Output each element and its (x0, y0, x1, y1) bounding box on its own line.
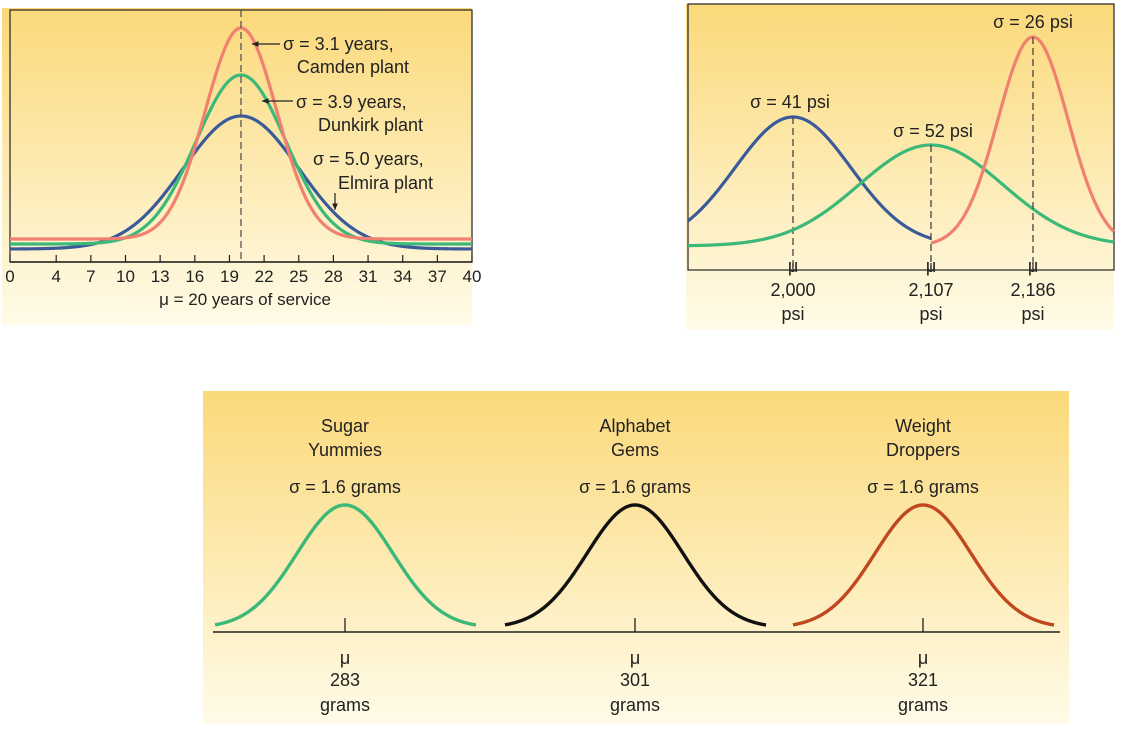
unit-label: psi (1021, 304, 1044, 324)
unit-label: grams (610, 695, 660, 715)
x-tick-label: 34 (393, 267, 412, 286)
x-tick-label: 4 (51, 267, 60, 286)
curve-dunkirk (10, 73, 472, 246)
plant-label: Elmira plant (338, 173, 433, 193)
plant-label: Dunkirk plant (318, 115, 423, 135)
brand-name-line1: Weight (895, 416, 951, 436)
x-tick-label: 28 (324, 267, 343, 286)
cereal-curve (792, 503, 1055, 627)
unit-label: grams (320, 695, 370, 715)
strength-curve (687, 115, 932, 240)
mean-value: 301 (620, 670, 650, 690)
mu-symbol: μ (918, 648, 928, 668)
mu-symbol: μ (630, 648, 640, 668)
sigma-label: σ = 1.6 grams (867, 477, 979, 497)
brand-name-line2: Gems (611, 440, 659, 460)
brand-name-line2: Droppers (886, 440, 960, 460)
strength-panel (686, 4, 1114, 330)
annotation-dunkirk: σ = 3.9 years, Dunkirk plant (262, 92, 423, 135)
annotation-elmira: σ = 5.0 years, Elmira plant (313, 149, 433, 210)
mu-symbol: μ (1028, 256, 1038, 276)
sigma-label: σ = 5.0 years, (313, 149, 424, 169)
x-tick-label: 37 (428, 267, 447, 286)
cereal-curve (504, 503, 767, 627)
x-tick-label: 25 (289, 267, 308, 286)
cereal-weight-panel (203, 391, 1069, 724)
service-life-x-axis-label: μ = 20 years of service (159, 290, 331, 309)
brand-name-line1: Alphabet (599, 416, 670, 436)
sigma-label: σ = 1.6 grams (579, 477, 691, 497)
x-tick-label: 7 (86, 267, 95, 286)
x-tick-label: 10 (116, 267, 135, 286)
annotation-camden: σ = 3.1 years, Camden plant (252, 34, 409, 77)
x-tick-label: 19 (220, 267, 239, 286)
plant-label: Camden plant (297, 57, 409, 77)
brand-name-line1: Sugar (321, 416, 369, 436)
strength-chart: σ = 41 psi μ 2,000 psi σ = 52 psi μ 2,107 psi σ … (686, 3, 1116, 330)
mu-symbol: μ (926, 256, 936, 276)
unit-label: grams (898, 695, 948, 715)
sigma-label: σ = 41 psi (750, 92, 830, 112)
mean-value: 2,107 (908, 280, 953, 300)
x-tick-label: 16 (185, 267, 204, 286)
mu-symbol: μ (340, 648, 350, 668)
mean-value: 2,000 (770, 280, 815, 300)
x-tick-label: 0 (5, 267, 14, 286)
strength-curve (930, 35, 1116, 245)
mean-value: 321 (908, 670, 938, 690)
cereal-curve (214, 503, 477, 627)
unit-label: psi (781, 304, 804, 324)
unit-label: psi (919, 304, 942, 324)
sigma-label: σ = 1.6 grams (289, 477, 401, 497)
sigma-label: σ = 3.9 years, (296, 92, 407, 112)
sigma-label: σ = 52 psi (893, 121, 973, 141)
service-life-panel (2, 8, 472, 325)
brand-name-line2: Yummies (308, 440, 382, 460)
x-tick-label: 13 (151, 267, 170, 286)
mean-value: 2,186 (1010, 280, 1055, 300)
x-tick-label: 22 (255, 267, 274, 286)
mu-symbol: μ (788, 256, 798, 276)
mean-value: 283 (330, 670, 360, 690)
sigma-label: σ = 26 psi (993, 12, 1073, 32)
strength-plot-frame (687, 3, 1115, 271)
x-tick-label: 40 (463, 267, 482, 286)
x-tick-label: 31 (359, 267, 378, 286)
strength-curve (687, 143, 1115, 248)
service-life-chart: 0 4 7 10 13 16 19 22 25 28 31 34 37 40 σ = 3.1 years,… (2, 8, 481, 325)
service-life-x-axis: 0 4 7 10 13 16 19 22 25 28 31 34 37 40 (5, 255, 481, 286)
sigma-label: σ = 3.1 years, (283, 34, 394, 54)
